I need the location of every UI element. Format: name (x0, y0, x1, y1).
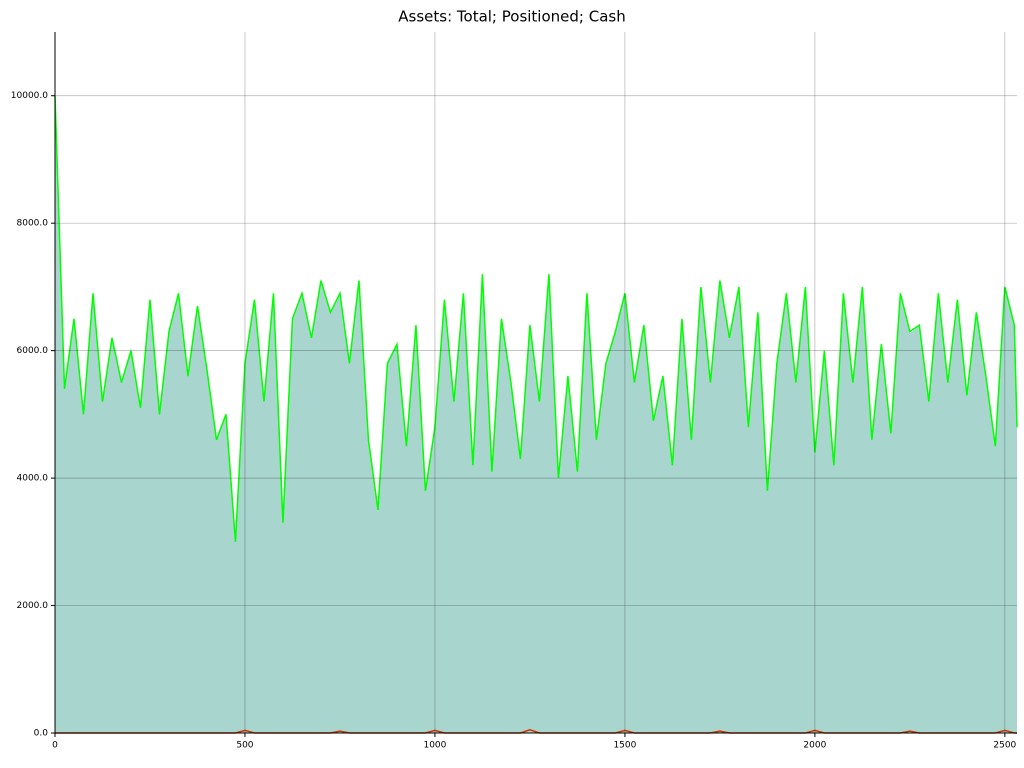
y-tick-label: 8000.0 (17, 219, 49, 229)
line (54, 95, 1018, 542)
x-tick-label: 1000 (423, 741, 446, 751)
x-tick-label: 2500 (993, 741, 1016, 751)
x-tick-label: 0 (52, 741, 58, 751)
y-tick-label: 0.0 (34, 729, 49, 739)
y-tick-label: 10000.0 (11, 91, 48, 101)
x-tick-label: 500 (236, 741, 253, 751)
area (55, 95, 1017, 734)
x-tick-label: 1500 (613, 741, 636, 751)
y-tick-label: 6000.0 (17, 346, 49, 356)
x-tick-label: 2000 (803, 741, 826, 751)
chart-title: Assets: Total; Positioned; Cash (398, 8, 625, 26)
y-tick-label: 2000.0 (17, 601, 49, 611)
y-tick-label: 4000.0 (17, 474, 49, 484)
